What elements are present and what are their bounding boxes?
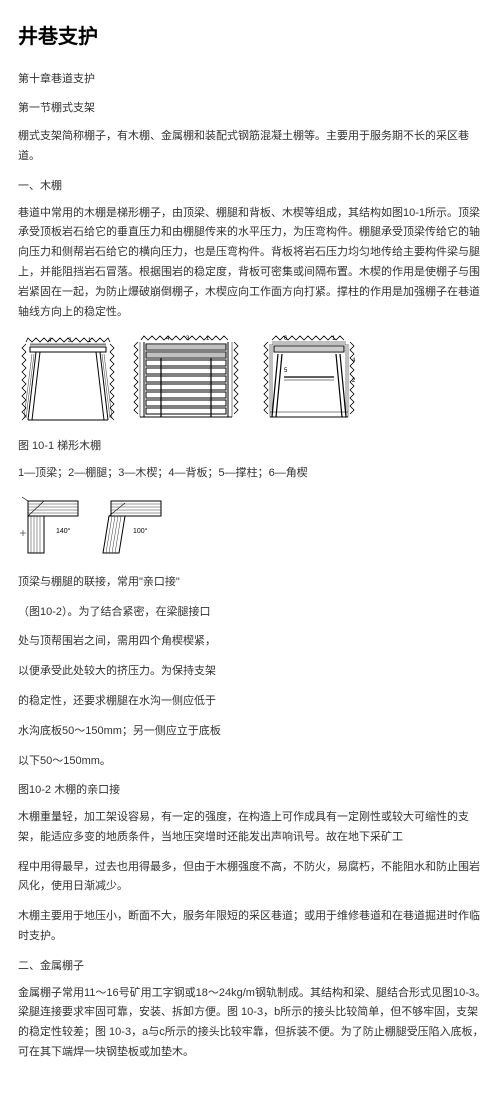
- svg-text:5: 5: [284, 368, 288, 374]
- figure-10-2: 140° 100°: [18, 493, 486, 563]
- inter-p5: 的稳定性，还要求棚腿在水沟一侧应低于: [18, 692, 486, 712]
- subsection-2-title: 二、金属棚子: [18, 957, 486, 976]
- inter-p3: 处与顶帮围岩之间，需用四个角楔楔紧，: [18, 632, 486, 652]
- subsection-2-p1: 金属棚子常用11～16号矿用工字钢或18～24kg/m钢轨制成。其结构和梁、腿结…: [18, 984, 486, 1063]
- subsection-1-p1: 巷道中常用的木棚是梯形棚子，由顶梁、棚腿和背板、木楔等组成，其结构如图10-1所…: [18, 204, 486, 323]
- figure-10-1: 4 3 1 4: [18, 332, 486, 427]
- figure-10-1-middle: 4 3 1: [126, 332, 246, 427]
- figure-10-2-caption: 图10-2 木棚的亲口接: [18, 781, 486, 800]
- conclusion-p3: 木棚主要用于地压小，断面不大，服务年限短的采区巷道；或用于维修巷道和在巷道掘进时…: [18, 907, 486, 947]
- chapter-label: 第十章巷道支护: [18, 70, 486, 89]
- page-title: 井巷支护: [18, 20, 486, 54]
- svg-text:140°: 140°: [56, 527, 71, 535]
- subsection-1-title: 一、木棚: [18, 177, 486, 196]
- conclusion-p1: 木棚重量轻，加工架设容易，有一定的强度，在构造上可作成具有一定刚性或较大可缩性的…: [18, 808, 486, 848]
- svg-text:100°: 100°: [133, 527, 148, 535]
- section-label: 第一节棚式支架: [18, 99, 486, 118]
- svg-text:2: 2: [352, 378, 356, 384]
- inter-p4: 以便承受此处较大的挤压力。为保持支架: [18, 662, 486, 682]
- figure-10-1-left: 4 3 1: [18, 332, 118, 427]
- conclusion-p2: 程中用得最早，过去也用得最多，但由于木棚强度不高，不防火，易腐朽，不能阻水和防止…: [18, 858, 486, 898]
- inter-p2: （图10-2）。为了结合紧密，在梁腿接口: [18, 603, 486, 623]
- figure-10-1-legend: 1—顶梁；2—棚腿；3—木楔；4—背板；5—撑柱；6—角楔: [18, 464, 486, 483]
- figure-10-1-right: 6 1 5 2 4: [254, 332, 364, 427]
- figure-10-2-left: 140°: [18, 493, 93, 563]
- intro-paragraph: 棚式支架简称棚子，有木棚、金属棚和装配式钢筋混凝土棚等。主要用于服务期不长的采区…: [18, 127, 486, 167]
- inter-p1: 顶梁与棚腿的联接，常用"亲口接": [18, 573, 486, 593]
- figure-10-1-caption: 图 10-1 梯形木棚: [18, 437, 486, 456]
- svg-text:4: 4: [352, 358, 356, 364]
- figure-10-2-right: 100°: [101, 493, 176, 563]
- inter-p7: 以下50～150mm。: [18, 752, 486, 772]
- inter-p6: 水沟底板50～150mm；另一侧应立于底板: [18, 722, 486, 742]
